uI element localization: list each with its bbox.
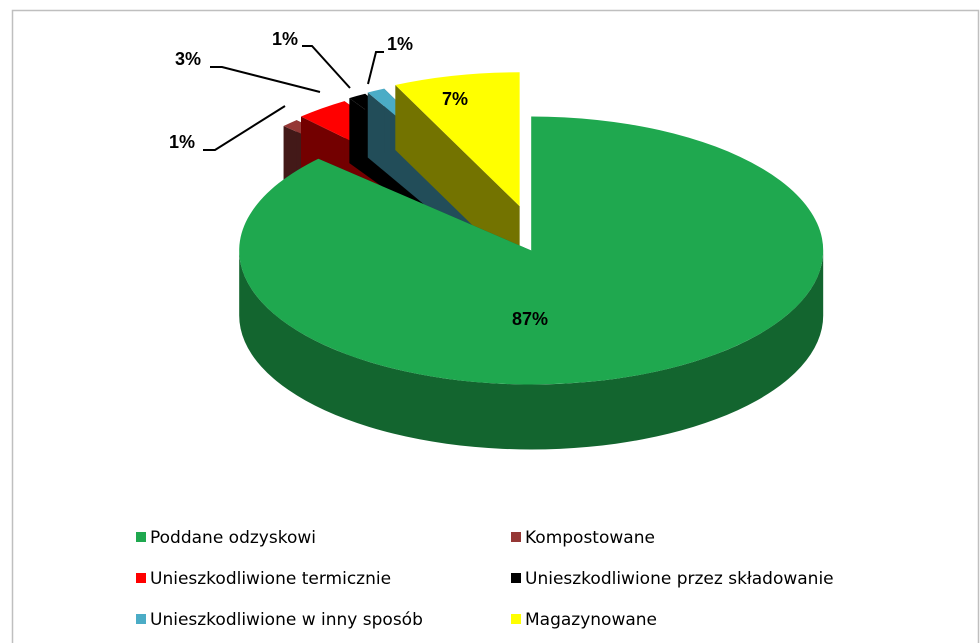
data-label: 1% bbox=[169, 132, 195, 152]
data-label: 87% bbox=[512, 309, 548, 329]
slice bbox=[239, 116, 824, 450]
leader-line bbox=[367, 51, 384, 85]
legend-swatch bbox=[511, 573, 521, 583]
legend-swatch bbox=[136, 573, 146, 583]
leader-line bbox=[203, 105, 286, 151]
legend-label: Poddane odzyskowi bbox=[150, 528, 316, 548]
data-label: 1% bbox=[387, 34, 413, 54]
leader-line bbox=[302, 45, 351, 89]
legend-swatch bbox=[136, 614, 146, 624]
legend-label: Unieszkodliwione przez składowanie bbox=[525, 569, 834, 589]
data-label: 7% bbox=[442, 89, 468, 109]
legend-swatch bbox=[136, 532, 146, 542]
legend: Poddane odzyskowi Kompostowane Unieszkodli… bbox=[136, 528, 834, 630]
slice bbox=[239, 116, 824, 385]
leader-line bbox=[210, 66, 321, 93]
slice bbox=[395, 72, 520, 207]
legend-label: Kompostowane bbox=[525, 528, 655, 548]
pie: 87% 1% 3% 1% 1% 7% bbox=[169, 29, 824, 450]
slice bbox=[395, 72, 520, 272]
legend-label: Unieszkodliwione w inny sposób bbox=[150, 610, 423, 630]
data-label: 3% bbox=[175, 49, 201, 69]
slice-rim bbox=[239, 250, 824, 450]
legend-swatch bbox=[511, 614, 521, 624]
legend-label: Unieszkodliwione termicznie bbox=[150, 569, 391, 589]
legend-label: Magazynowane bbox=[525, 610, 657, 630]
legend-swatch bbox=[511, 532, 521, 542]
slice-side bbox=[395, 85, 520, 272]
data-label: 1% bbox=[272, 29, 298, 49]
